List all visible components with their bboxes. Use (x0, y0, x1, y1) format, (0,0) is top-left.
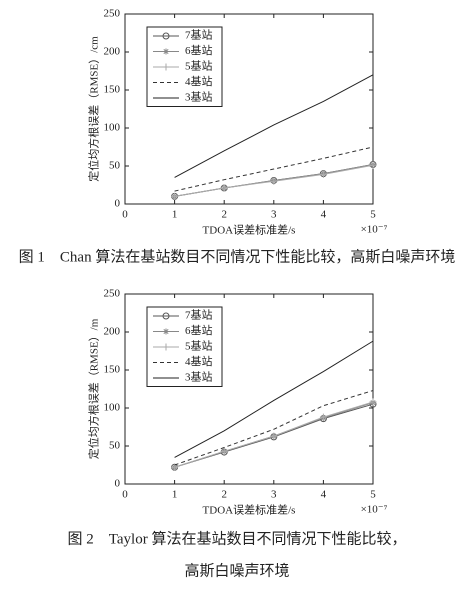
plot-frame (124, 13, 374, 205)
y-tick-label: 250 (104, 288, 121, 300)
x-tick-label: 4 (321, 489, 327, 501)
x-axis-label: TDOA误差标准差/s (203, 503, 296, 517)
point (270, 177, 278, 185)
x-tick-label: 5 (370, 209, 376, 221)
y-tick-label: 50 (109, 440, 121, 452)
x-multiplier: ×10⁻⁷ (361, 224, 388, 236)
x-tick-label: 1 (172, 489, 178, 501)
y-tick-label: 250 (104, 8, 121, 20)
legend-label: 3基站 (185, 90, 213, 104)
legend-label: 6基站 (185, 43, 213, 57)
y-tick-label: 150 (104, 364, 121, 376)
point (220, 184, 228, 192)
y-tick-label: 0 (115, 478, 121, 490)
y-tick-label: 200 (104, 326, 121, 338)
legend-marker (163, 48, 169, 55)
point (319, 170, 327, 178)
legend-marker (163, 328, 169, 335)
x-tick-label: 3 (271, 489, 277, 501)
legend-marker (162, 343, 170, 351)
y-tick-label: 0 (115, 198, 121, 210)
point (369, 398, 377, 406)
legend-marker (162, 312, 170, 320)
y-tick-label: 100 (104, 122, 121, 134)
point (220, 447, 228, 455)
legend-label: 4基站 (185, 354, 213, 368)
x-axis-label: TDOA误差标准差/s (203, 223, 296, 237)
x-tick-label: 4 (321, 209, 327, 221)
x-tick-label: 5 (370, 489, 376, 501)
point (270, 432, 278, 440)
y-tick-label: 200 (104, 46, 121, 58)
series-line (174, 74, 374, 178)
x-multiplier: ×10⁻⁷ (361, 504, 388, 516)
legend-box (146, 306, 223, 387)
x-tick-label: 2 (221, 489, 227, 501)
legend-label: 5基站 (185, 339, 213, 353)
figure-caption: 图 1 Chan 算法在基站数目不同情况下性能比较，高斯白噪声环境 (19, 247, 456, 265)
y-tick-label: 150 (104, 84, 121, 96)
figure-caption: 图 2 Taylor 算法在基站数目不同情况下性能比较， (68, 529, 407, 547)
plot-frame (124, 293, 374, 485)
x-tick-label: 1 (172, 209, 178, 221)
legend-marker (162, 63, 170, 71)
y-axis-label: 定位均方根误差（RMSE）/cm (87, 36, 101, 182)
point (319, 413, 327, 421)
legend-label: 6基站 (185, 323, 213, 337)
legend-label: 3基站 (185, 370, 213, 384)
figure-caption: 高斯白噪声环境 (184, 561, 289, 579)
legend-label: 5基站 (185, 59, 213, 73)
x-tick-label: 3 (271, 209, 277, 221)
x-tick-label: 0 (122, 209, 128, 221)
y-tick-label: 100 (104, 402, 121, 414)
y-tick-label: 50 (109, 160, 121, 172)
x-tick-label: 0 (122, 489, 128, 501)
legend-label: 4基站 (185, 74, 213, 88)
legend-label: 7基站 (185, 28, 213, 42)
point (171, 192, 179, 200)
series-line (174, 390, 374, 466)
y-axis-label: 定位均方根误差（RMSE）/m (87, 318, 101, 459)
legend-label: 7基站 (185, 308, 213, 322)
legend-marker (162, 32, 170, 40)
series-line (174, 340, 374, 458)
x-tick-label: 2 (221, 209, 227, 221)
series-line (174, 146, 374, 192)
point (369, 161, 377, 169)
